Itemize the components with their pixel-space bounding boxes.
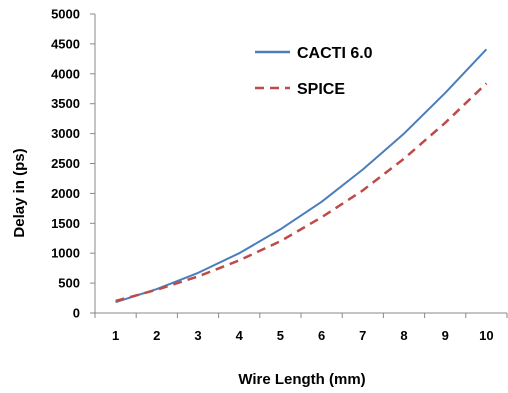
x-tick-label: 2 (153, 328, 160, 343)
y-tick-label: 1500 (51, 216, 80, 231)
y-tick-label: 5000 (51, 7, 80, 22)
legend-label: CACTI 6.0 (297, 45, 373, 62)
y-tick-label: 2500 (51, 156, 80, 171)
y-tick-label: 3000 (51, 126, 80, 141)
y-tick-label: 500 (58, 276, 80, 291)
y-tick-label: 3500 (51, 96, 80, 111)
x-tick-label: 8 (400, 328, 407, 343)
y-tick-label: 4000 (51, 66, 80, 81)
series-lines (115, 48, 488, 304)
y-tick-label: 4500 (51, 36, 80, 51)
x-tick-label: 5 (277, 328, 284, 343)
y-axis-title: Delay in (ps) (11, 148, 28, 237)
x-tick-labels: 1 2 3 4 5 6 7 8 9 10 (112, 328, 494, 343)
y-tick-label: 1000 (51, 246, 80, 261)
x-tick-label: 6 (318, 328, 325, 343)
chart-axes (90, 13, 508, 318)
x-tick-label: 7 (359, 328, 366, 343)
x-tick-label: 1 (112, 328, 119, 343)
series-line-spice (115, 82, 488, 303)
y-tick-label: 0 (73, 306, 80, 321)
y-tick-labels: 0 500 1000 1500 2000 2500 3000 3500 4000 4500 5000 (51, 7, 80, 321)
x-axis-title: Wire Length (mm) (238, 371, 365, 388)
series-line-cacti-6-0 (115, 48, 488, 304)
legend: CACTI 6.0 SPICE (255, 45, 373, 98)
y-tick-label: 2000 (51, 186, 80, 201)
x-tick-label: 3 (194, 328, 201, 343)
x-tick-label: 10 (479, 328, 493, 343)
x-tick-label: 4 (236, 328, 244, 343)
legend-label: SPICE (297, 81, 345, 98)
x-tick-label: 9 (442, 328, 449, 343)
